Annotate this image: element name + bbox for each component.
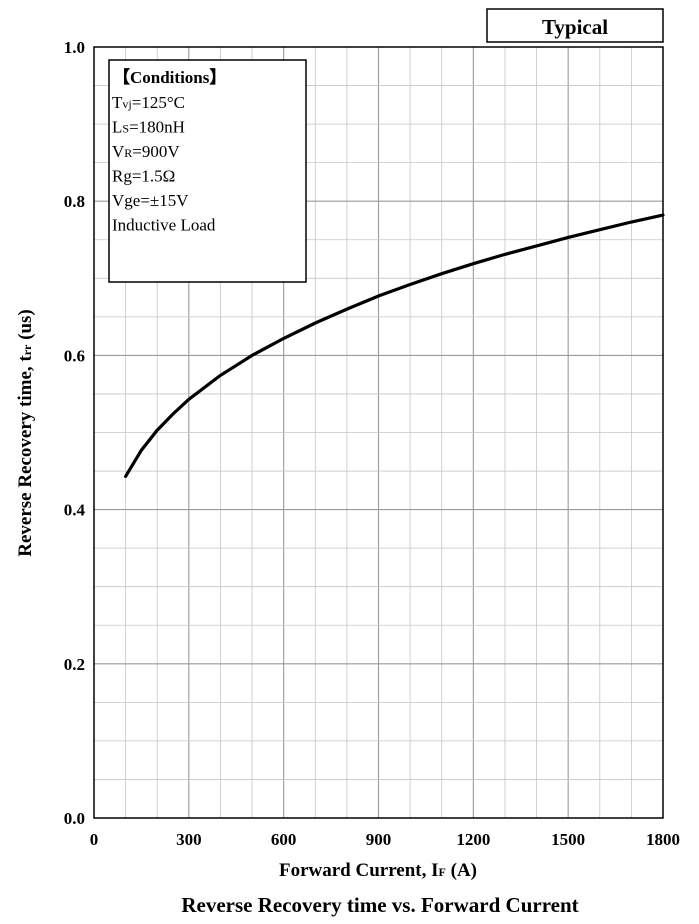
series-line — [124, 213, 665, 478]
condition-line: Inductive Load — [112, 216, 216, 235]
condition-line: Rg=1.5Ω — [112, 167, 175, 186]
x-tick-label: 900 — [366, 830, 392, 849]
condition-line: LS=180nH — [112, 118, 185, 137]
condition-line: Tvj=125°C — [112, 93, 185, 112]
condition-line: VR=900V — [112, 142, 180, 161]
x-tick-label: 1500 — [551, 830, 585, 849]
y-tick-label: 0.2 — [64, 655, 85, 674]
x-tick-label: 1200 — [456, 830, 490, 849]
y-tick-label: 0.4 — [64, 501, 86, 520]
chart-title: Reverse Recovery time vs. Forward Curren… — [181, 893, 578, 917]
y-axis-ticks: 0.0 0.2 0.4 0.6 0.8 1.0 — [64, 38, 86, 828]
x-axis-ticks: 0 300 600 900 1200 1500 1800 — [90, 830, 680, 849]
x-tick-label: 1800 — [646, 830, 680, 849]
y-axis-label: Reverse Recovery time, trr (us) — [15, 309, 36, 557]
typical-badge: Typical — [486, 8, 664, 43]
typical-label: Typical — [542, 15, 608, 39]
x-tick-label: 600 — [271, 830, 297, 849]
y-tick-label: 0.0 — [64, 809, 85, 828]
x-tick-label: 300 — [176, 830, 202, 849]
x-axis-label: Forward Current, IF (A) — [279, 860, 477, 881]
plot-area — [93, 46, 664, 819]
conditions-title: 【Conditions】 — [113, 67, 226, 87]
x-tick-label: 0 — [90, 830, 99, 849]
y-tick-label: 1.0 — [64, 38, 85, 57]
condition-line: Vge=±15V — [112, 191, 189, 210]
y-tick-label: 0.6 — [64, 346, 85, 365]
y-tick-label: 0.8 — [64, 192, 85, 211]
conditions-box: 【Conditions】 Tvj=125°C LS=180nH VR=900V Rg=… — [108, 59, 307, 283]
